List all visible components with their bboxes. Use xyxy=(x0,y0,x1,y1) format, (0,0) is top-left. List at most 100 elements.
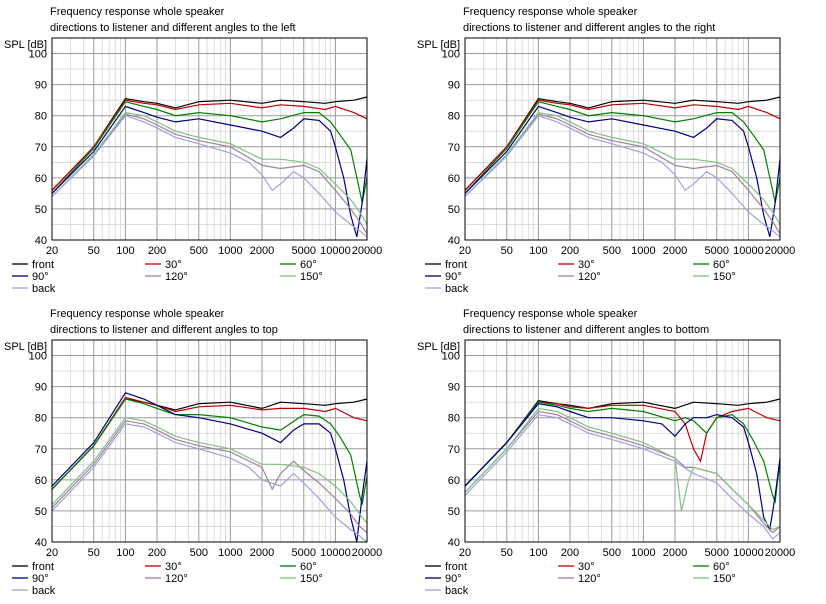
x-tick-label: 500 xyxy=(603,547,621,559)
y-tick-label: 60 xyxy=(35,475,47,487)
chart-panel: Frequency response whole speaker directio… xyxy=(0,0,413,302)
frequency-response-chart: Frequency response whole speaker directio… xyxy=(4,308,383,597)
y-axis-label: SPL [dB] xyxy=(4,341,47,353)
chart-title: Frequency response whole speaker xyxy=(50,308,225,320)
chart-title: Frequency response whole speaker xyxy=(463,308,638,320)
y-axis-label: SPL [dB] xyxy=(417,39,460,51)
x-tick-label: 50 xyxy=(501,547,513,559)
y-tick-label: 50 xyxy=(448,204,460,216)
x-tick-label: 200 xyxy=(148,547,166,559)
frequency-response-chart: Frequency response whole speaker directio… xyxy=(417,308,796,597)
series-line xyxy=(464,114,781,238)
x-tick-label: 2000 xyxy=(663,547,687,559)
x-tick-label: 2000 xyxy=(250,547,274,559)
legend-label: 150° xyxy=(713,271,736,283)
y-tick-label: 50 xyxy=(448,506,460,518)
legend-label: 90° xyxy=(32,573,49,585)
x-tick-label: 20 xyxy=(459,547,471,559)
legend-label: back xyxy=(445,585,469,597)
series-line xyxy=(464,413,781,540)
series-line xyxy=(51,113,368,235)
series-line xyxy=(51,105,368,238)
legend-label: back xyxy=(32,585,56,597)
x-tick-label: 20000 xyxy=(765,547,796,559)
y-tick-label: 80 xyxy=(448,413,460,425)
y-tick-label: 40 xyxy=(35,537,47,549)
legend-label: 120° xyxy=(165,271,188,283)
x-tick-label: 20000 xyxy=(765,245,796,257)
legend-label: 60° xyxy=(713,561,730,573)
chart-subtitle: directions to listener and different ang… xyxy=(463,22,715,34)
y-tick-label: 90 xyxy=(35,80,47,92)
legend-label: 150° xyxy=(300,271,323,283)
y-tick-label: 90 xyxy=(448,80,460,92)
series-line xyxy=(51,101,368,203)
plot-frame xyxy=(51,37,368,241)
y-tick-label: 70 xyxy=(35,444,47,456)
series-line xyxy=(51,417,368,524)
x-tick-label: 20 xyxy=(46,547,58,559)
chart-subtitle: directions to listener and different ang… xyxy=(50,22,296,34)
legend-label: front xyxy=(32,259,54,271)
chart-title: Frequency response whole speaker xyxy=(50,6,225,18)
chart-panel: Frequency response whole speaker directio… xyxy=(0,302,413,604)
y-tick-label: 60 xyxy=(448,475,460,487)
x-tick-label: 200 xyxy=(148,245,166,257)
series-line xyxy=(51,99,368,191)
legend-label: 120° xyxy=(578,573,601,585)
y-tick-label: 90 xyxy=(448,382,460,394)
y-tick-label: 60 xyxy=(448,173,460,185)
x-tick-label: 2000 xyxy=(663,245,687,257)
series-line xyxy=(51,423,368,543)
legend-label: back xyxy=(445,283,469,295)
y-tick-label: 80 xyxy=(35,111,47,123)
legend-label: 90° xyxy=(445,271,462,283)
x-tick-label: 20000 xyxy=(352,245,383,257)
legend-label: 30° xyxy=(165,259,182,271)
x-tick-label: 20 xyxy=(46,245,58,257)
legend-label: back xyxy=(32,283,56,295)
x-tick-label: 20000 xyxy=(352,547,383,559)
legend-label: 150° xyxy=(713,573,736,585)
legend-label: 30° xyxy=(578,561,595,573)
legend-label: 120° xyxy=(165,573,188,585)
legend-label: 60° xyxy=(300,561,317,573)
y-tick-label: 40 xyxy=(448,235,460,247)
plot-area xyxy=(465,340,780,542)
series-line xyxy=(51,96,368,191)
x-tick-label: 1000 xyxy=(631,547,655,559)
series-line xyxy=(464,113,781,235)
x-tick-label: 5000 xyxy=(705,547,729,559)
series-line xyxy=(51,420,368,534)
y-axis-label: SPL [dB] xyxy=(4,39,47,51)
x-tick-label: 10000 xyxy=(320,547,351,559)
x-tick-label: 5000 xyxy=(705,245,729,257)
y-tick-label: 100 xyxy=(442,351,460,363)
y-tick-label: 80 xyxy=(448,111,460,123)
plot-area xyxy=(52,340,367,542)
y-axis-label: SPL [dB] xyxy=(417,341,460,353)
x-tick-label: 200 xyxy=(561,547,579,559)
legend-label: 30° xyxy=(165,561,182,573)
y-tick-label: 50 xyxy=(35,506,47,518)
y-tick-label: 70 xyxy=(35,142,47,154)
x-tick-label: 10000 xyxy=(320,245,351,257)
x-tick-label: 100 xyxy=(529,547,547,559)
y-tick-label: 70 xyxy=(448,444,460,456)
legend-label: 150° xyxy=(300,573,323,585)
x-tick-label: 20 xyxy=(459,245,471,257)
series-line xyxy=(464,101,781,203)
series-line xyxy=(51,111,368,225)
legend-label: front xyxy=(445,561,467,573)
series-line xyxy=(464,96,781,191)
x-tick-label: 500 xyxy=(190,245,208,257)
x-tick-label: 500 xyxy=(603,245,621,257)
series-line xyxy=(464,403,781,532)
series-line xyxy=(464,111,781,225)
series-line xyxy=(464,401,781,504)
plot-frame xyxy=(464,339,781,543)
y-tick-label: 100 xyxy=(29,351,47,363)
legend-label: 60° xyxy=(300,259,317,271)
series-line xyxy=(51,396,368,490)
chart-panel: Frequency response whole speaker directio… xyxy=(413,302,826,604)
